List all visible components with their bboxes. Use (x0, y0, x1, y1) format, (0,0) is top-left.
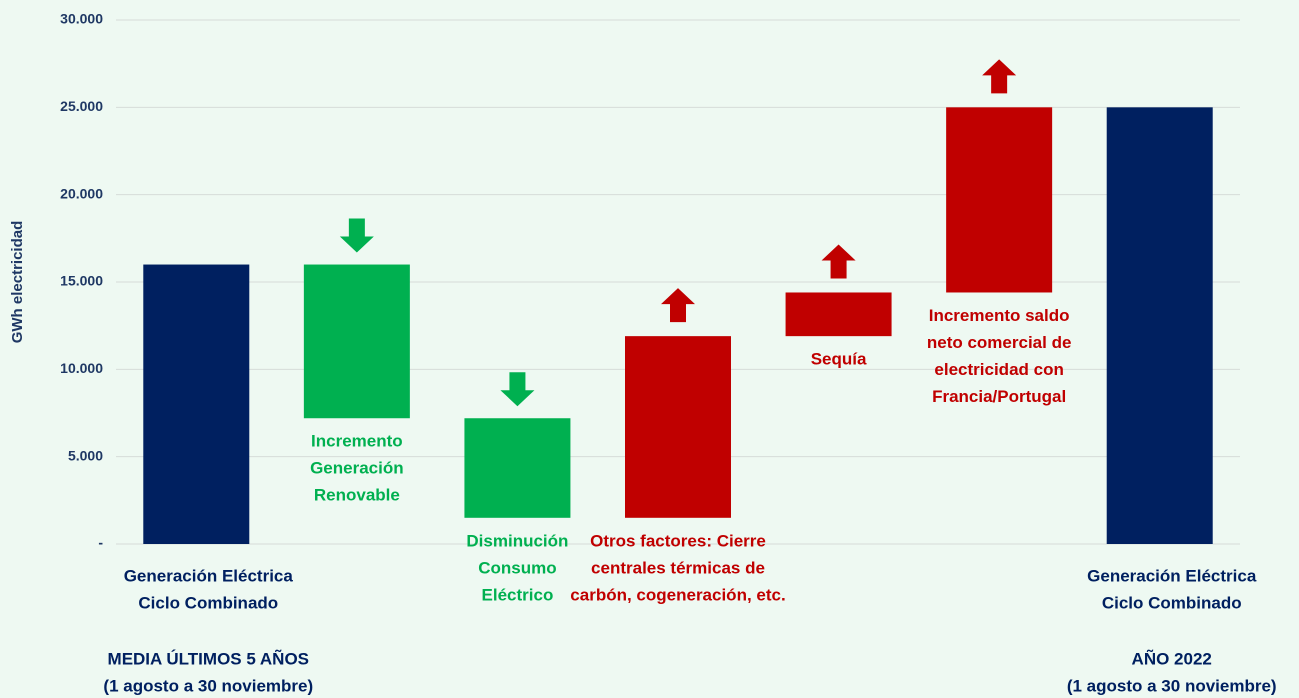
category-label: Eléctrico (482, 585, 554, 604)
category-label: Generación Eléctrica (1087, 566, 1257, 585)
direction-arrow (821, 244, 856, 279)
bar (1106, 107, 1213, 544)
period-label: (1 agosto a 30 noviembre) (103, 676, 313, 695)
category-label: Ciclo Combinado (138, 593, 278, 612)
direction-arrow (982, 59, 1017, 94)
category-label: Disminución (466, 531, 568, 550)
bar (143, 264, 250, 544)
y-tick-label: 15.000 (60, 273, 103, 289)
direction-arrow (339, 218, 374, 253)
bar (946, 107, 1053, 293)
category-label: centrales térmicas de (591, 558, 765, 577)
direction-arrow (661, 288, 695, 323)
category-label: Francia/Portugal (932, 387, 1066, 406)
y-tick-label: 30.000 (60, 11, 103, 27)
category-label: electricidad con (934, 360, 1063, 379)
y-tick-label: - (98, 535, 103, 551)
y-tick-label: 20.000 (60, 185, 103, 201)
y-tick-label: 5.000 (68, 447, 103, 463)
bar (785, 292, 892, 337)
period-label: AÑO 2022 (1132, 648, 1212, 668)
bar (625, 336, 731, 518)
category-label: Sequía (811, 350, 867, 369)
y-tick-label: 25.000 (60, 98, 103, 114)
y-axis-label: GWh electricidad (9, 221, 26, 344)
category-label: Generación (310, 459, 404, 478)
category-label: carbón, cogeneración, etc. (570, 585, 785, 604)
direction-arrow (500, 372, 535, 407)
category-label: Consumo (478, 558, 556, 577)
category-label: Incremento saldo (929, 306, 1070, 325)
category-label: Otros factores: Cierre (590, 531, 766, 550)
category-label: Renovable (314, 486, 400, 505)
period-label: (1 agosto a 30 noviembre) (1067, 676, 1277, 695)
bar (464, 418, 571, 518)
period-label: MEDIA ÚLTIMOS 5 AÑOS (108, 648, 310, 668)
category-label: neto comercial de (927, 333, 1072, 352)
category-label: Generación Eléctrica (124, 566, 294, 585)
category-label: Ciclo Combinado (1102, 593, 1242, 612)
bar (303, 264, 410, 419)
category-label: Incremento (311, 432, 403, 451)
y-tick-label: 10.000 (60, 360, 103, 376)
